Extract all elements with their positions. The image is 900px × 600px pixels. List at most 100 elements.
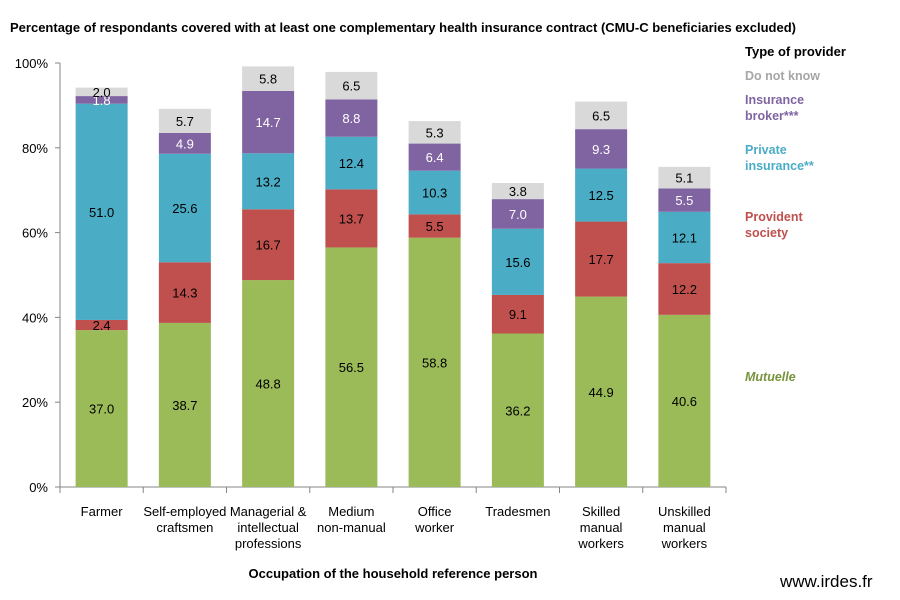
bar-segment <box>491 333 544 487</box>
x-tick-label: Office worker <box>414 504 455 535</box>
bar-segment <box>242 209 295 281</box>
x-tick-label: Unskilled manual workers <box>658 504 711 551</box>
y-tick-label: 40% <box>22 310 48 325</box>
data-label: 37.0 <box>89 402 114 417</box>
bar-segment <box>491 228 544 295</box>
data-label: 48.8 <box>255 377 280 392</box>
y-tick-label: 80% <box>22 141 48 156</box>
bar-segment <box>491 182 544 200</box>
bar-segment <box>242 66 295 91</box>
bar-segment <box>75 330 128 487</box>
chart-title: Percentage of respondants covered with a… <box>10 20 796 35</box>
bar-segment <box>325 136 378 190</box>
bar-segment <box>575 296 628 487</box>
bar-segment <box>325 99 378 137</box>
legend-item: Provident society <box>745 210 803 240</box>
data-label: 12.5 <box>588 188 613 203</box>
bar-segment <box>658 166 711 189</box>
data-label: 38.7 <box>172 398 197 413</box>
data-label: 13.7 <box>339 211 364 226</box>
data-label: 2.0 <box>93 85 111 100</box>
bar-segment <box>75 319 128 331</box>
legend-title: Type of provider <box>745 44 846 59</box>
watermark: www.irdes.fr <box>780 572 873 591</box>
x-tick-label: Managerial & intellectual professions <box>230 504 307 551</box>
data-label: 16.7 <box>255 238 280 253</box>
legend-item: Insurance broker*** <box>745 93 805 123</box>
data-label: 2.4 <box>93 318 111 333</box>
data-label: 5.5 <box>426 219 444 234</box>
bar-segment <box>325 71 378 100</box>
data-label: 5.7 <box>176 114 194 129</box>
data-label: 58.8 <box>422 355 447 370</box>
bar-segment <box>575 129 628 169</box>
x-tick-label: Tradesmen <box>485 504 550 519</box>
bar-segment <box>658 263 711 315</box>
bar-segment <box>575 168 628 222</box>
bar-segment <box>408 214 461 238</box>
data-label: 3.8 <box>509 184 527 199</box>
data-label: 6.4 <box>426 150 444 165</box>
bar-segment <box>408 143 461 171</box>
data-label: 9.1 <box>509 307 527 322</box>
data-label: 14.7 <box>255 115 280 130</box>
data-label: 6.5 <box>342 79 360 94</box>
data-label: 36.2 <box>505 403 530 418</box>
data-label: 12.2 <box>672 282 697 297</box>
data-label: 15.6 <box>505 255 530 270</box>
data-label: 4.9 <box>176 136 194 151</box>
data-label: 14.3 <box>172 286 197 301</box>
x-tick-label: Farmer <box>81 504 124 519</box>
bar-segment <box>408 121 461 144</box>
bar-segment <box>575 221 628 297</box>
x-tick-label: Medium non-manual <box>317 504 386 535</box>
y-tick-label: 60% <box>22 226 48 241</box>
bar-segment <box>158 322 211 487</box>
bar-segment <box>325 189 378 248</box>
bar-segment <box>408 237 461 487</box>
data-label: 8.8 <box>342 111 360 126</box>
data-label: 13.2 <box>255 174 280 189</box>
data-label: 6.5 <box>592 108 610 123</box>
bar-segment <box>658 188 711 212</box>
data-label: 17.7 <box>588 252 613 267</box>
legend-item: Private insurance** <box>745 143 814 173</box>
x-axis-title: Occupation of the household reference pe… <box>248 566 538 581</box>
legend-item: Mutuelle <box>745 370 796 384</box>
bar-segment <box>75 96 128 104</box>
bar-segment <box>491 199 544 229</box>
legend-item: Do not know <box>745 69 820 83</box>
bar-segment <box>658 314 711 487</box>
bar-segment <box>575 101 628 130</box>
bar-segment <box>75 87 128 97</box>
bar-segment <box>408 170 461 215</box>
x-tick-label: Self-employed craftsmen <box>143 504 226 535</box>
data-label: 5.1 <box>675 171 693 186</box>
bar-segment <box>242 280 295 487</box>
data-label: 5.8 <box>259 72 277 87</box>
data-label: 51.0 <box>89 205 114 220</box>
bar-segment <box>158 132 211 154</box>
bar-segment <box>242 90 295 154</box>
data-label: 7.0 <box>509 207 527 222</box>
data-label: 40.6 <box>672 394 697 409</box>
data-label: 1.8 <box>93 93 111 108</box>
data-label: 12.4 <box>339 156 364 171</box>
bar-segment <box>158 262 211 323</box>
bar-segment <box>658 211 711 264</box>
bar-segment <box>242 153 295 210</box>
data-label: 56.5 <box>339 360 364 375</box>
data-label: 44.9 <box>588 385 613 400</box>
y-tick-label: 0% <box>29 480 48 495</box>
data-label: 5.5 <box>675 193 693 208</box>
bar-segment <box>325 247 378 487</box>
x-tick-label: Skilled manual workers <box>577 504 624 551</box>
bar-segment <box>491 294 544 334</box>
bar-segment <box>158 108 211 133</box>
y-tick-label: 100% <box>15 56 49 71</box>
data-label: 5.3 <box>426 125 444 140</box>
bar-segment <box>158 153 211 263</box>
data-label: 9.3 <box>592 142 610 157</box>
data-label: 10.3 <box>422 186 447 201</box>
